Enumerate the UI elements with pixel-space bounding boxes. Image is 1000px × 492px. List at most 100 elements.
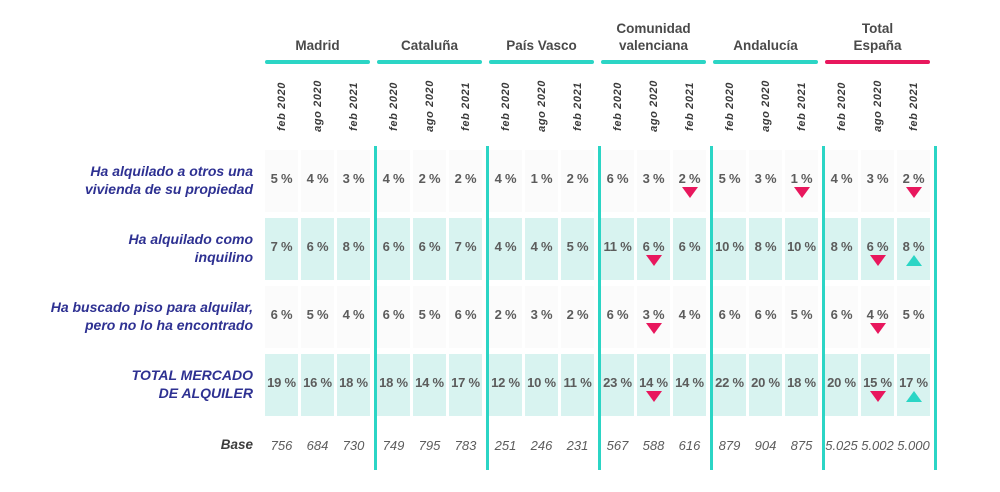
period-label: ago 2020 <box>759 80 772 132</box>
group-separator <box>374 146 377 470</box>
period-label-cell: ago 2020 <box>861 66 894 146</box>
cell-value: 8 % <box>754 239 777 254</box>
trend-down-icon <box>793 187 810 198</box>
cell-value: 3 % <box>642 307 665 322</box>
value-cell: 5 % <box>265 150 298 212</box>
column-group-header: País Vasco <box>489 14 594 64</box>
trend-up-icon <box>905 391 922 402</box>
period-label: ago 2020 <box>311 80 324 132</box>
cell-value: 16 % <box>303 375 332 390</box>
value-cell: 6 % <box>601 286 634 348</box>
value-cell: 16 % <box>301 354 334 416</box>
base-value-cell: 5.000 <box>897 437 930 453</box>
cell-value: 18 % <box>339 375 368 390</box>
group-accent-underline <box>265 60 370 64</box>
cell-value: 18 % <box>787 375 816 390</box>
group-separator <box>598 146 601 470</box>
period-label-cell: feb 2021 <box>449 66 482 146</box>
base-value-cell: 684 <box>306 437 329 453</box>
cell-value: 6 % <box>754 307 777 322</box>
cell-value: 3 % <box>866 171 889 186</box>
column-group-header: Total España <box>825 14 930 64</box>
value-cell: 18 % <box>337 354 370 416</box>
group-accent-underline <box>377 60 482 64</box>
cell-value: 6 % <box>382 307 405 322</box>
value-cell: 15 % <box>861 354 894 416</box>
cell-value: 8 % <box>902 239 925 254</box>
cell-value: 20 % <box>751 375 780 390</box>
column-group-title: País Vasco <box>506 38 577 54</box>
value-cell: 7 % <box>265 218 298 280</box>
value-cell: 17 % <box>449 354 482 416</box>
cell-value: 14 % <box>415 375 444 390</box>
row-label: Ha alquilado como inquilino <box>128 231 253 265</box>
cell-value: 4 % <box>530 239 553 254</box>
base-value-cell: 875 <box>790 437 813 453</box>
group-accent-underline <box>713 60 818 64</box>
value-cell: 8 % <box>337 218 370 280</box>
cell-value: 10 % <box>715 239 744 254</box>
group-accent-underline <box>489 60 594 64</box>
value-cell: 6 % <box>825 286 858 348</box>
cell-value: 2 % <box>418 171 441 186</box>
value-cell: 4 % <box>861 286 894 348</box>
trend-down-icon <box>645 255 662 266</box>
period-label-cell: feb 2021 <box>673 66 706 146</box>
cell-value: 15 % <box>863 375 892 390</box>
cell-value: 5 % <box>718 171 741 186</box>
period-label-cell: ago 2020 <box>525 66 558 146</box>
period-label: feb 2021 <box>347 81 360 131</box>
period-label: ago 2020 <box>647 80 660 132</box>
cell-value: 10 % <box>787 239 816 254</box>
period-label-cell: feb 2020 <box>713 66 746 146</box>
value-cell: 5 % <box>785 286 818 348</box>
period-label: ago 2020 <box>535 80 548 132</box>
value-cell: 6 % <box>377 286 410 348</box>
cell-value: 6 % <box>270 307 293 322</box>
value-cell: 6 % <box>601 150 634 212</box>
group-accent-underline <box>601 60 706 64</box>
group-separator <box>822 146 825 470</box>
value-cell: 10 % <box>713 218 746 280</box>
trend-down-icon <box>869 323 886 334</box>
cell-value: 14 % <box>639 375 668 390</box>
trend-up-icon <box>905 255 922 266</box>
value-cell: 12 % <box>489 354 522 416</box>
value-cell: 2 % <box>489 286 522 348</box>
cell-value: 4 % <box>382 171 405 186</box>
group-accent-underline <box>825 60 930 64</box>
value-cell: 6 % <box>301 218 334 280</box>
base-value-cell: 251 <box>494 437 517 453</box>
period-label: ago 2020 <box>423 80 436 132</box>
cell-value: 10 % <box>527 375 556 390</box>
trend-down-icon <box>645 323 662 334</box>
cell-value: 6 % <box>606 171 629 186</box>
value-cell: 5 % <box>897 286 930 348</box>
value-cell: 4 % <box>301 150 334 212</box>
period-label: feb 2020 <box>835 81 848 131</box>
value-cell: 8 % <box>897 218 930 280</box>
cell-value: 7 % <box>454 239 477 254</box>
period-label: feb 2021 <box>459 81 472 131</box>
value-cell: 22 % <box>713 354 746 416</box>
cell-value: 5 % <box>566 239 589 254</box>
cell-value: 6 % <box>830 307 853 322</box>
cell-value: 2 % <box>902 171 925 186</box>
cell-value: 7 % <box>270 239 293 254</box>
value-cell: 14 % <box>673 354 706 416</box>
cell-value: 20 % <box>827 375 856 390</box>
period-label-cell: feb 2020 <box>265 66 298 146</box>
value-cell: 6 % <box>377 218 410 280</box>
period-label: feb 2020 <box>499 81 512 131</box>
column-group-title: Comunidad valenciana <box>616 20 691 54</box>
cell-value: 4 % <box>494 239 517 254</box>
value-cell: 7 % <box>449 218 482 280</box>
value-cell: 6 % <box>861 218 894 280</box>
base-row-label: Base <box>220 437 253 453</box>
value-cell: 6 % <box>265 286 298 348</box>
cell-value: 6 % <box>454 307 477 322</box>
value-cell: 5 % <box>561 218 594 280</box>
base-value-cell: 588 <box>642 437 665 453</box>
cell-value: 1 % <box>530 171 553 186</box>
cell-value: 4 % <box>342 307 365 322</box>
